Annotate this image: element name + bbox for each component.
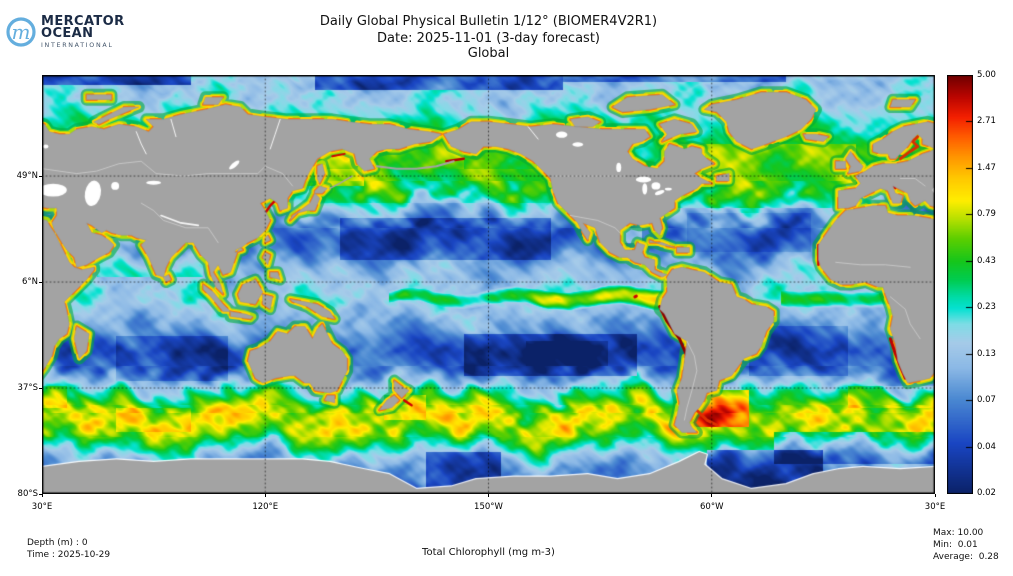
- colorbar-canvas: [947, 75, 973, 494]
- colorbar-tick-label: 0.04: [977, 441, 996, 452]
- colorbar-tick-label: 5.00: [977, 70, 996, 80]
- lon-tick-mark: [488, 494, 489, 497]
- logo-line-1: MERCATOR: [41, 14, 125, 29]
- page-title: Daily Global Physical Bulletin 1/12° (BI…: [319, 14, 658, 29]
- world-chlorophyll-map-canvas: [42, 75, 935, 494]
- logo-line-2: OCEAN: [41, 26, 94, 41]
- logo-text: MERCATOR OCEAN INTERNATIONAL: [41, 14, 125, 49]
- stat-max: Max: 10.00: [933, 528, 984, 538]
- stat-average: Average: 0.28: [933, 552, 999, 562]
- logo-line-3: INTERNATIONAL: [41, 42, 114, 49]
- lon-tick-label: 30°E: [31, 502, 53, 512]
- stat-min: Min: 0.01: [933, 540, 978, 550]
- lat-tick-label: 6°N: [21, 277, 38, 288]
- lat-tick-label: 80°S: [17, 489, 38, 499]
- page-subtitle-date: Date: 2025-11-01 (3-day forecast): [377, 31, 600, 46]
- lon-tick-mark: [264, 494, 266, 497]
- colorbar-tick-label: 1.47: [977, 162, 996, 173]
- lon-tick-mark: [41, 494, 43, 497]
- lat-tick-label: 49°N: [16, 171, 38, 182]
- lat-tick-label: 37°S: [17, 383, 38, 394]
- colorbar-tick-label: 0.02: [977, 488, 996, 498]
- lon-tick-label: 30°E: [924, 502, 946, 512]
- lon-tick-label: 120°E: [252, 502, 279, 512]
- page-subtitle-region: Global: [467, 46, 510, 61]
- lon-tick-mark: [711, 494, 713, 497]
- lat-tick-mark: [39, 387, 42, 389]
- lat-tick-mark: [39, 493, 42, 495]
- lon-tick-label: 60°W: [700, 502, 724, 512]
- colorbar-tick-label: 0.43: [977, 255, 996, 266]
- lon-tick-mark: [934, 494, 936, 497]
- lat-tick-mark: [39, 175, 42, 177]
- svg-text:m: m: [12, 20, 31, 44]
- variable-label: Total Chlorophyll (mg m-3): [422, 547, 555, 558]
- depth-label: Depth (m) : 0: [27, 538, 88, 548]
- colorbar-tick-label: 0.13: [977, 348, 996, 359]
- logo-circle-m-icon: m: [4, 14, 38, 50]
- lat-tick-mark: [39, 281, 42, 283]
- mercator-ocean-logo: m MERCATOR OCEAN INTERNATIONAL: [4, 14, 125, 50]
- colorbar-tick-label: 0.79: [977, 209, 996, 220]
- colorbar-tick-label: 0.07: [977, 395, 996, 406]
- lon-tick-label: 150°W: [474, 502, 503, 512]
- colorbar-tick-label: 2.71: [977, 116, 996, 127]
- colorbar-tick-label: 0.23: [977, 302, 996, 313]
- time-label: Time : 2025-10-29: [27, 550, 111, 560]
